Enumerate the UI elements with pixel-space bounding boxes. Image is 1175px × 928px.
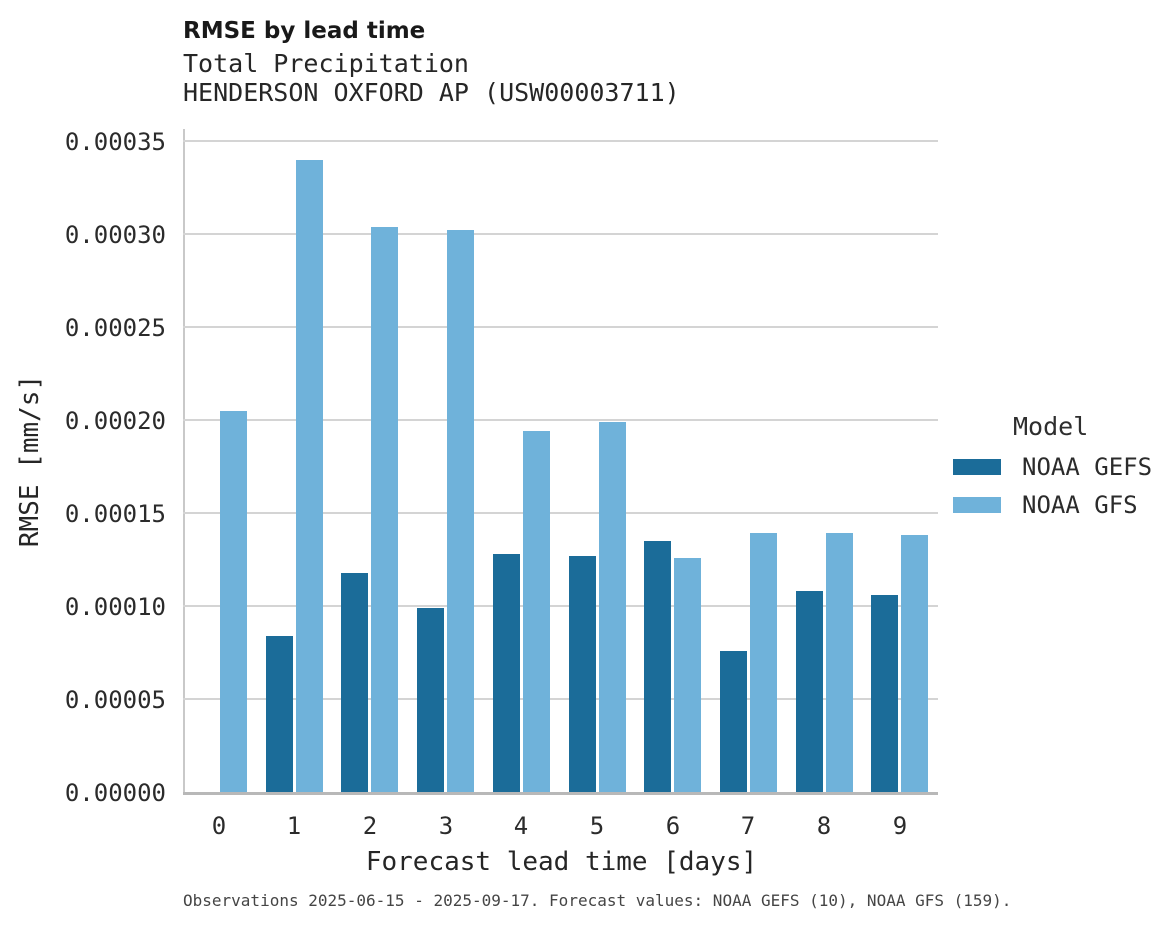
bar-noaa-gefs-lead-8 [795, 591, 823, 792]
y-tick-label: 0.00035 [64, 128, 166, 156]
footer-caption: Observations 2025-06-15 - 2025-09-17. Fo… [183, 891, 1012, 910]
bar-noaa-gefs-lead-7 [719, 650, 747, 792]
bar-noaa-gfs-lead-2 [371, 226, 399, 792]
y-tick-label: 0.00025 [64, 314, 166, 342]
legend-label-noaa-gfs: NOAA GFS [1022, 491, 1138, 519]
y-tick-label: 0.00005 [64, 686, 166, 714]
y-tick-label: 0.00015 [64, 500, 166, 528]
legend-item-noaa-gfs: NOAA GFS [953, 491, 1152, 519]
chart-subtitle-variable: Total Precipitation [183, 49, 469, 78]
chart-title: RMSE by lead time [183, 18, 426, 44]
bar-noaa-gfs-lead-4 [522, 431, 550, 792]
legend-label-noaa-gefs: NOAA GEFS [1022, 453, 1153, 481]
bar-noaa-gfs-lead-7 [749, 533, 777, 792]
y-tick-label: 0.00000 [64, 779, 166, 807]
bar-noaa-gefs-lead-3 [417, 607, 445, 792]
legend: Model NOAA GEFS NOAA GFS [953, 412, 1152, 529]
gridline [183, 233, 938, 235]
x-tick-label: 8 [816, 812, 832, 840]
x-tick-label: 0 [211, 812, 227, 840]
bar-noaa-gfs-lead-9 [901, 535, 929, 792]
bar-noaa-gefs-lead-5 [568, 555, 596, 792]
x-tick-label: 1 [286, 812, 302, 840]
gridline [183, 698, 938, 700]
gridline [183, 326, 938, 328]
x-tick-label: 5 [589, 812, 605, 840]
y-tick-label: 0.00010 [64, 593, 166, 621]
x-axis-title: Forecast lead time [days] [365, 847, 758, 877]
y-tick-label: 0.00020 [64, 407, 166, 435]
x-tick-label: 4 [513, 812, 529, 840]
chart-subtitle-station: HENDERSON OXFORD AP (USW00003711) [183, 78, 680, 107]
x-tick-label: 7 [740, 812, 756, 840]
plot-area [183, 129, 940, 795]
legend-title: Model [1013, 412, 1089, 441]
x-axis-line [183, 792, 938, 795]
bar-noaa-gefs-lead-6 [644, 540, 672, 792]
bar-noaa-gfs-lead-6 [674, 557, 702, 792]
x-tick-label: 2 [362, 812, 378, 840]
bar-noaa-gfs-lead-3 [447, 230, 475, 792]
bar-noaa-gefs-lead-9 [871, 594, 899, 792]
bar-noaa-gfs-lead-1 [295, 159, 323, 792]
bar-noaa-gefs-lead-2 [341, 572, 369, 792]
x-tick-label: 6 [665, 812, 681, 840]
legend-item-noaa-gefs: NOAA GEFS [953, 453, 1152, 481]
bar-noaa-gfs-lead-0 [220, 410, 247, 792]
x-tick-label: 9 [892, 812, 908, 840]
bar-noaa-gefs-lead-4 [492, 553, 520, 792]
y-tick-label: 0.00030 [64, 221, 166, 249]
bar-noaa-gfs-lead-5 [598, 421, 626, 792]
gridline [183, 419, 938, 421]
x-tick-label: 3 [438, 812, 454, 840]
y-axis-spine [183, 129, 185, 795]
gridline [183, 605, 938, 607]
bar-noaa-gfs-lead-8 [825, 533, 853, 792]
legend-swatch-noaa-gfs [953, 497, 1001, 513]
bar-noaa-gefs-lead-1 [265, 635, 293, 792]
legend-swatch-noaa-gefs [953, 459, 1001, 475]
gridline [183, 140, 938, 142]
gridline [183, 512, 938, 514]
